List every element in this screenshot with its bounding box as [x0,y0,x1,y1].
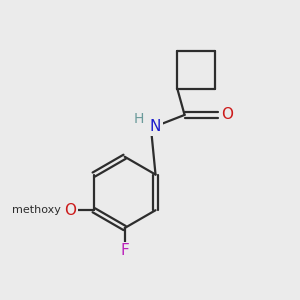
Text: O: O [221,107,233,122]
Text: O: O [64,203,76,218]
Text: methoxy: methoxy [12,205,61,215]
Text: H: H [134,112,144,126]
Text: F: F [120,243,129,258]
Text: N: N [150,119,161,134]
